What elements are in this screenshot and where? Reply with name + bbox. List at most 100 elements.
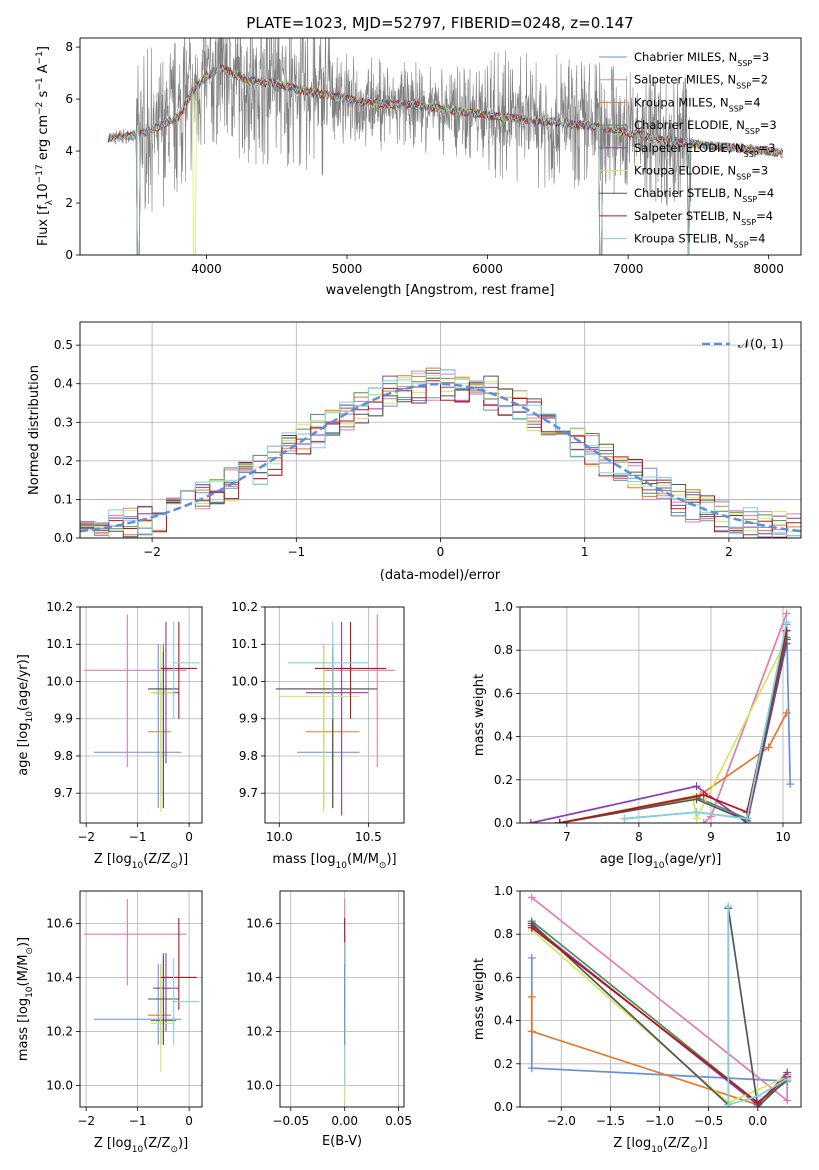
marker-chabrier-miles [527,953,536,962]
legend-entry: Chabrier MILES, NSSP=3 [634,50,769,68]
legend-n-sub: SSP [734,240,749,249]
legend-sep: , [720,73,727,87]
model-kroupa-stelib [108,64,784,255]
y-tick-label: 10.4 [246,970,273,984]
y-tick-label: 1.0 [494,600,513,614]
axis-label: age [log10(age/yr)] [16,654,35,776]
y-tick-label: 0.0 [54,531,73,545]
x-tick-label: 10.0 [266,830,293,844]
marker-chabrier-miles [786,780,795,789]
legend-n-sub: SSP [737,59,752,68]
legend-n-value: 2 [761,73,768,87]
legend-n-value: 4 [767,186,774,200]
legend-eq: = [749,232,759,246]
label-part: )] [16,937,31,947]
weight-lines [526,609,795,823]
axis-label: age [log10(age/yr)] [600,852,722,871]
label-part: )] [698,1136,708,1151]
legend-entry: Chabrier STELIB, NSSP=4 [634,186,774,204]
axes-frame [519,606,802,824]
legend-n-value: 4 [753,95,760,109]
marker-salpeter-miles [699,819,708,823]
x-tick-label: 2 [725,545,733,559]
x-tick-label: 10.5 [355,830,382,844]
axis-label: Z [log10(Z/Z⊙)] [94,852,188,871]
y-tick-label: 10.2 [246,1024,273,1038]
label-part: mass [log [272,852,335,867]
histograms [80,367,801,538]
y-tick-label: 8 [65,40,73,54]
label-part: ⊙ [379,861,387,871]
y-tick-label: 10.6 [246,916,273,930]
gaussian-curve [80,382,801,533]
marker-kroupa-miles [782,708,791,717]
series-chabrier-stelib [559,639,788,823]
y-tick-label: 2 [65,196,73,210]
label-part: −17 [35,164,45,183]
series-kroupa-miles [559,712,788,823]
label-part: 10 [25,711,35,723]
observed-spectrum [107,38,783,212]
y-tick-label: 10.0 [46,1078,73,1092]
errorbars [275,614,396,816]
x-tick-label: −1 [129,1114,147,1128]
label-part: ⊙ [170,861,178,871]
legend-n: N [727,73,736,87]
legend-entry: Kroupa STELIB, NSSP=4 [634,232,766,250]
axis-label: Z [log10(Z/Z⊙)] [94,1136,188,1155]
y-tick-label: 0.0 [494,816,513,830]
y-tick-label: 0.5 [54,338,73,352]
y-tick-label: 10.2 [46,1024,73,1038]
x-axis-label: E(B-V) [322,1134,362,1149]
label-part: erg cm [36,115,51,164]
legend-sep: , [725,209,732,223]
y-axis-label: mass weight [472,674,487,756]
legend-eq: = [744,95,754,109]
label-part: (age/yr)] [664,852,721,867]
legend-n: N [736,118,745,132]
x-tick-label: −2 [77,1114,95,1128]
marker-salpeter-stelib [555,819,564,823]
legend-name: Chabrier MILES [634,50,721,64]
axes-frame [79,37,802,256]
y-tick-label: 0.8 [494,927,513,941]
x-tick-label: −2.0 [547,1114,576,1128]
label-part: age [log [600,852,653,867]
x-tick-label: −2 [143,545,161,559]
label-part: −1 [35,77,45,90]
legend-name: Kroupa STELIB [634,232,718,246]
y-tick-label: 10.2 [231,600,258,614]
axis-label: Flux [fλ10−17 erg cm−2 s−1 A−1] [35,46,55,246]
errorbars [83,899,200,1072]
x-tick-label: 4000 [191,262,222,276]
y-tick-label: 9.8 [54,749,73,763]
legend-sep: , [713,95,720,109]
y-tick-label: 9.7 [54,786,73,800]
label-part: ] [36,46,51,51]
y-tick-label: 10.0 [246,1078,273,1092]
x-tick-label: −2 [77,830,95,844]
x-tick-label: 0.05 [385,1114,412,1128]
hist-kroupa-stelib [80,369,801,538]
y-tick-label: 10.0 [231,674,258,688]
label-part: ⊙ [25,947,35,955]
x-axis-label: (data-model)/error [380,568,501,583]
y-tick-label: 10.0 [46,674,73,688]
legend-n: N [720,95,729,109]
marker-salpeter-stelib [782,626,791,635]
y-tick-label: 6 [65,92,73,106]
y-tick-label: 10.6 [46,916,73,930]
y-tick-label: 1.0 [494,884,513,898]
x-tick-label: 0 [437,545,445,559]
y-tick-label: 0.0 [494,1100,513,1114]
x-tick-label: 5000 [332,262,363,276]
legend-n-value: 3 [769,118,776,132]
x-tick-label: 0.0 [748,1114,767,1128]
legend-n: N [732,209,741,223]
y-tick-label: 0.8 [494,643,513,657]
x-tick-label: 1 [581,545,589,559]
x-tick-label: 8000 [753,262,784,276]
label-part: −1 [35,51,45,64]
y-tick-label: 0.2 [494,1057,513,1071]
